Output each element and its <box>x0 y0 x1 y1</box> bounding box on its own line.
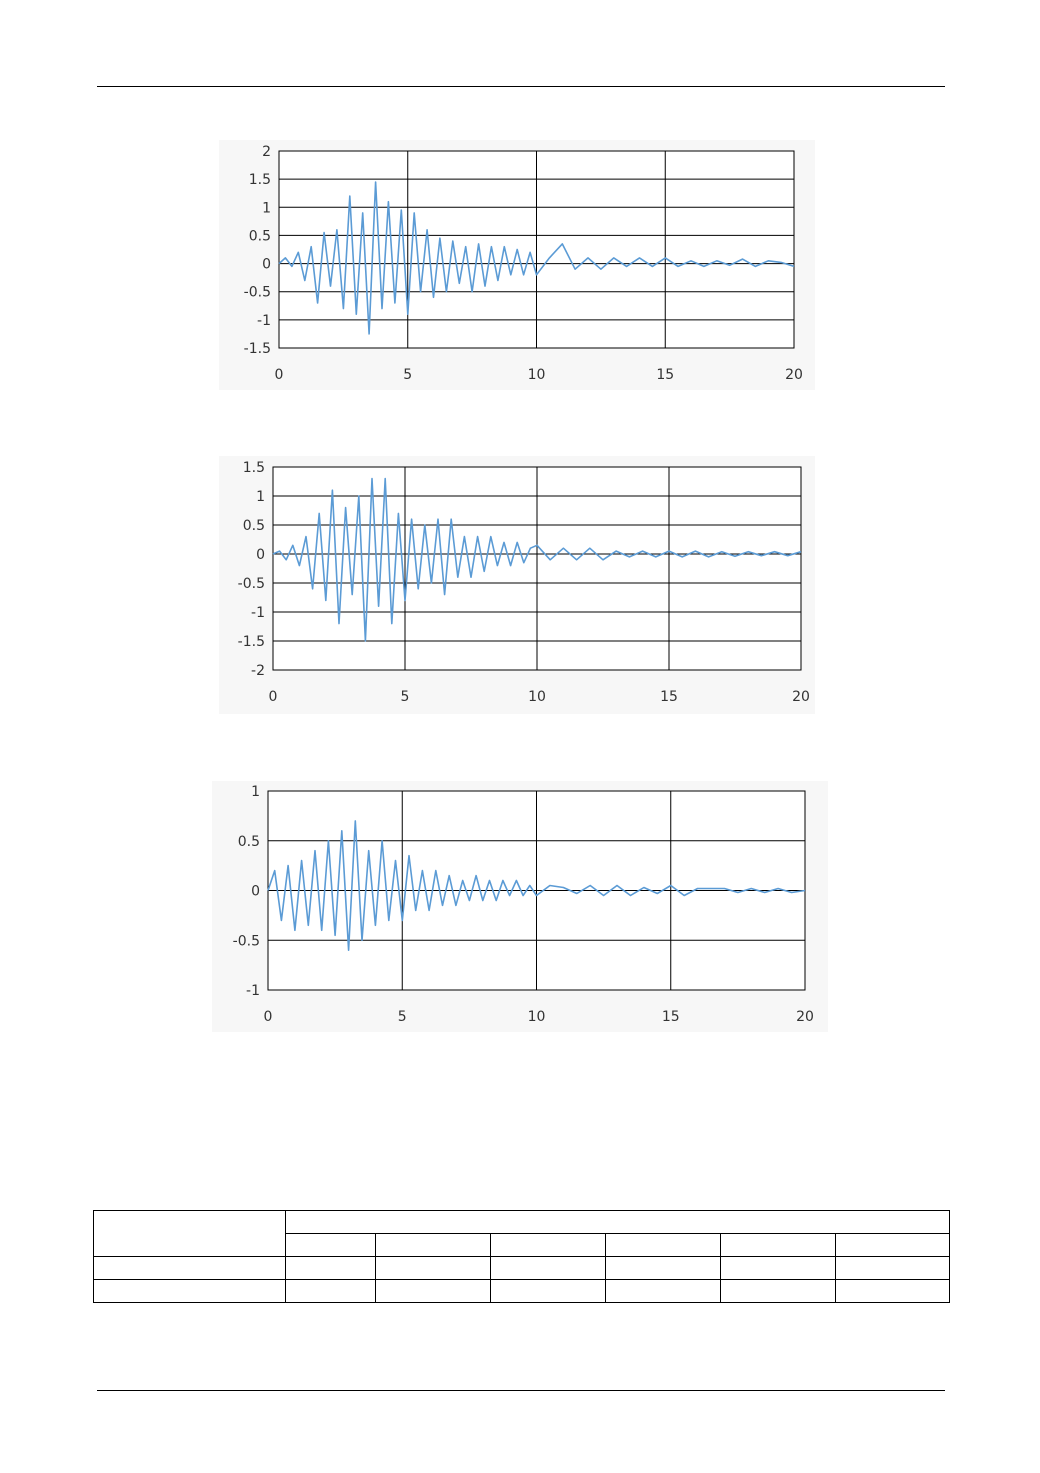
data-table <box>93 1210 951 1303</box>
table-header-cell <box>284 1210 951 1234</box>
table-cell <box>285 1279 376 1303</box>
y-tick-label: -0.5 <box>238 576 265 592</box>
table-cell <box>490 1256 606 1280</box>
table-cell <box>605 1256 721 1280</box>
table-subheader-cell <box>605 1233 721 1257</box>
y-tick-label: 1 <box>251 784 260 800</box>
y-tick-label: -1 <box>246 983 260 999</box>
y-tick-label: 0.5 <box>238 834 260 850</box>
x-tick-label: 0 <box>275 367 284 383</box>
table-cell <box>834 1256 951 1280</box>
x-tick-label: 15 <box>660 689 678 705</box>
y-tick-label: -0.5 <box>233 933 260 949</box>
header-rule <box>97 86 945 87</box>
table-cell <box>720 1279 836 1303</box>
y-tick-label: 1 <box>256 489 265 505</box>
table-row <box>93 1279 951 1303</box>
y-tick-label: -1.5 <box>244 341 271 357</box>
x-tick-label: 5 <box>401 689 410 705</box>
table-header-row <box>93 1210 951 1257</box>
table-cell <box>93 1279 286 1303</box>
table-cell <box>375 1256 491 1280</box>
x-tick-label: 5 <box>398 1009 407 1025</box>
table-cell <box>720 1256 836 1280</box>
table-row <box>93 1256 951 1280</box>
table-cell <box>375 1279 491 1303</box>
y-tick-label: 0 <box>256 547 265 563</box>
y-tick-label: -1 <box>251 605 265 621</box>
table-subheader-row <box>94 1233 951 1257</box>
footer-rule <box>97 1390 945 1391</box>
y-tick-label: 2 <box>262 144 271 160</box>
x-tick-label: 15 <box>662 1009 680 1025</box>
y-tick-label: -1.5 <box>238 634 265 650</box>
x-tick-label: 15 <box>656 367 674 383</box>
x-tick-label: 10 <box>528 1009 546 1025</box>
plot-border <box>278 150 795 349</box>
table-cell <box>93 1256 286 1280</box>
table-subheader-cell <box>834 1233 951 1257</box>
x-tick-label: 0 <box>269 689 278 705</box>
x-tick-label: 20 <box>785 367 803 383</box>
x-tick-label: 20 <box>796 1009 814 1025</box>
table-subheader-cell <box>375 1233 491 1257</box>
table-cell <box>605 1279 721 1303</box>
table-cell <box>834 1279 951 1303</box>
plot-border <box>272 466 802 671</box>
y-tick-label: 0 <box>262 257 271 273</box>
table-subheader-cell <box>490 1233 606 1257</box>
y-tick-label: 1.5 <box>243 460 265 476</box>
y-tick-label: 0.5 <box>249 228 271 244</box>
y-tick-label: 1 <box>262 200 271 216</box>
table-cell <box>285 1256 376 1280</box>
y-tick-label: -1 <box>257 313 271 329</box>
y-tick-label: 0.5 <box>243 518 265 534</box>
x-tick-label: 5 <box>403 367 412 383</box>
y-tick-label: 0 <box>251 884 260 900</box>
table-header-cell <box>93 1210 286 1257</box>
table-cell <box>490 1279 606 1303</box>
y-tick-label: 1.5 <box>249 172 271 188</box>
table-subheader-cell <box>285 1233 376 1257</box>
table-subheader-cell <box>720 1233 836 1257</box>
x-tick-label: 0 <box>264 1009 273 1025</box>
y-tick-label: -2 <box>251 663 265 679</box>
series-line <box>272 477 802 642</box>
series-line <box>267 820 806 952</box>
x-tick-label: 20 <box>792 689 810 705</box>
y-tick-label: -0.5 <box>244 285 271 301</box>
series-line <box>278 181 795 335</box>
x-tick-label: 10 <box>528 367 546 383</box>
x-tick-label: 10 <box>528 689 546 705</box>
